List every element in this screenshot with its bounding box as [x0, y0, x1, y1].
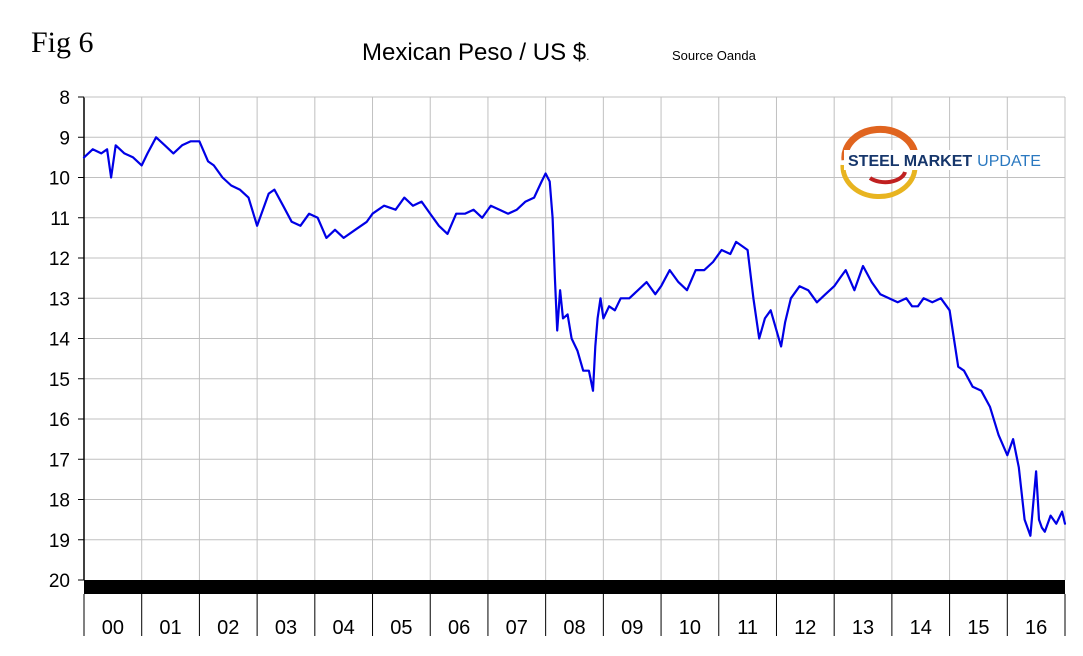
x-tick-label: 00	[102, 617, 124, 639]
y-tick-label: 12	[49, 249, 70, 270]
y-tick-label: 11	[50, 209, 70, 230]
chart-title: Mexican Peso / US $.	[362, 39, 589, 66]
x-tick-label: 05	[390, 617, 412, 639]
x-tick-label: 07	[506, 617, 528, 639]
x-tick-label: 14	[910, 617, 932, 639]
chart-title-suffix: .	[586, 49, 589, 63]
series-line-0	[82, 136, 1041, 537]
figure-label: Fig 6	[31, 26, 94, 59]
logo-brand: STEEL MARKET	[848, 153, 972, 170]
y-tick-label: 17	[49, 450, 70, 471]
x-tick-label: 13	[852, 617, 874, 639]
x-tick-label: 04	[333, 617, 355, 639]
y-tick-label: 16	[49, 410, 70, 431]
y-tick-label: 14	[49, 330, 71, 351]
y-tick-label: 10	[49, 169, 70, 190]
y-tick-label: 13	[49, 289, 70, 310]
x-tick-label: 02	[217, 617, 239, 639]
logo-text: STEEL MARKET UPDATE	[848, 153, 1041, 170]
chart-source: Source Oanda	[672, 48, 757, 63]
x-tick-label: 12	[794, 617, 816, 639]
x-tick-label: 09	[621, 617, 643, 639]
y-tick-label: 9	[59, 128, 70, 149]
x-tick-label: 11	[737, 617, 758, 639]
y-tick-label: 19	[49, 531, 70, 552]
y-tick-label: 20	[49, 571, 70, 592]
axes: 8 9 10 11 12 13 14 15 16 17 18 19 20 00 01 02 03 04 05 06 07…	[49, 88, 1066, 639]
x-axis-band	[84, 580, 1065, 594]
grid	[84, 97, 1065, 580]
x-tick-label: 16	[1025, 617, 1047, 639]
x-tick-label: 10	[679, 617, 701, 639]
y-tick-label: 18	[49, 491, 70, 512]
x-tick-label: 06	[448, 617, 470, 639]
x-tick-label: 03	[275, 617, 297, 639]
steel-market-update-logo: STEEL MARKET UPDATE	[840, 125, 1041, 200]
y-tick-label: 8	[59, 88, 70, 109]
x-tick-label: 15	[967, 617, 989, 639]
x-tick-label: 08	[563, 617, 585, 639]
logo-suffix: UPDATE	[977, 153, 1041, 170]
chart-title-main: Mexican Peso / US $	[362, 39, 586, 66]
series-line-1	[1037, 510, 1067, 533]
y-tick-label: 15	[49, 370, 70, 391]
series	[82, 136, 1067, 537]
x-tick-label: 01	[159, 617, 181, 639]
logo-swoosh-icon	[840, 125, 919, 200]
